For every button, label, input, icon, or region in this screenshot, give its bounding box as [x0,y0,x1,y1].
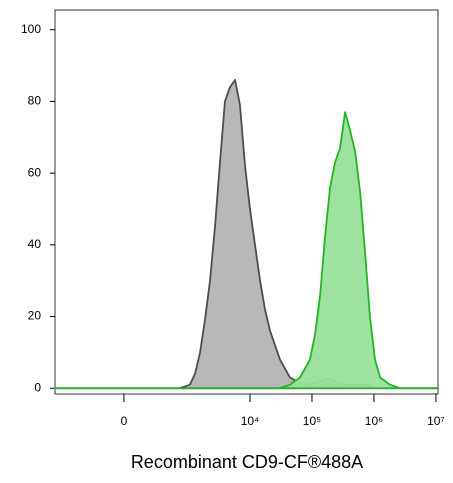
y-tick-label: 40 [28,237,42,251]
area [54,111,439,390]
y-tick-label: 20 [28,309,42,323]
plot-frame [54,9,439,395]
y-tick-label: 100 [21,22,41,36]
x-tick-label: 10⁴ [241,414,260,428]
y-tick-label: 60 [28,165,42,179]
area [54,79,439,390]
x-tick-label: 10⁷ [427,414,445,428]
x-tick-label: 0 [121,414,128,428]
x-tick-label: 10⁵ [303,414,321,428]
x-axis-label: Recombinant CD9-CF®488A [131,452,363,472]
x-tick-label: 10⁶ [365,414,383,428]
y-tick-label: 80 [28,94,42,108]
y-tick-label: 0 [34,380,41,394]
